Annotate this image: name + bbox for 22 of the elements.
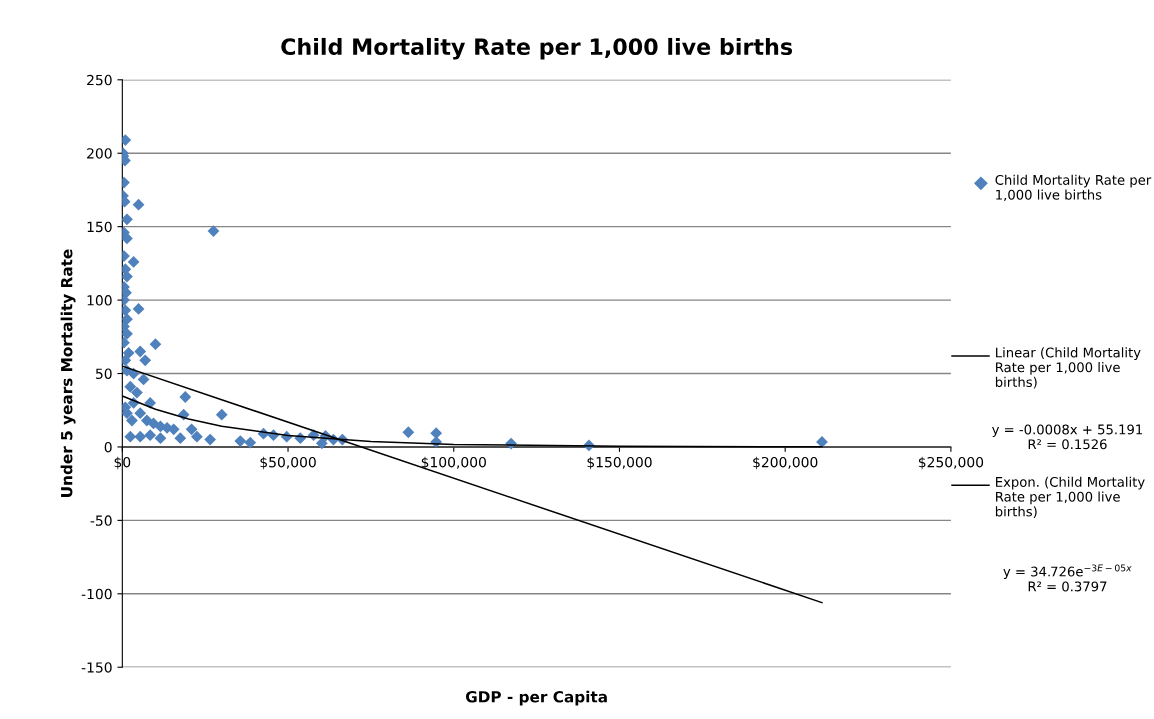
x-tick-label: $50,000 — [260, 456, 316, 470]
legend-label: Expon. (Child Mortality Rate per 1,000 live births) — [995, 476, 1145, 519]
x-tick-label: $150,000 — [587, 456, 652, 470]
x-tick-label: $200,000 — [753, 456, 818, 470]
chart-title: Child Mortality Rate per 1,000 live births — [281, 37, 793, 60]
y-tick-label: -100 — [81, 588, 112, 600]
y-tick-label: 0 — [104, 441, 112, 453]
y-tick-label: 50 — [96, 368, 112, 379]
y-tick-label: 200 — [87, 148, 112, 159]
y-tick-label: 150 — [87, 221, 112, 233]
x-tick-label: $250,000 — [918, 456, 984, 470]
text: y = -0.0008x + 55.191 R² = 0.1526 — [992, 424, 1143, 450]
legend-label: Child Mortality Rate per 1,000 live births — [995, 174, 1152, 202]
x-tick-label: $100,000 — [421, 456, 486, 470]
legend-label: Linear (Child Mortality Rate per 1,000 live births) — [995, 347, 1141, 389]
y-tick-label: -150 — [81, 662, 112, 673]
y-tick-label: 100 — [87, 295, 112, 306]
y-tick-label: -50 — [90, 515, 112, 526]
y-axis-title: Under 5 years Mortality Rate — [60, 249, 76, 497]
text: y = 34.726e$^{−3E−05x}$ R² = 0.3797 — [1003, 564, 1132, 592]
x-axis-title: GDP - per Capita — [465, 690, 607, 706]
y-tick-label: 250 — [87, 74, 112, 86]
